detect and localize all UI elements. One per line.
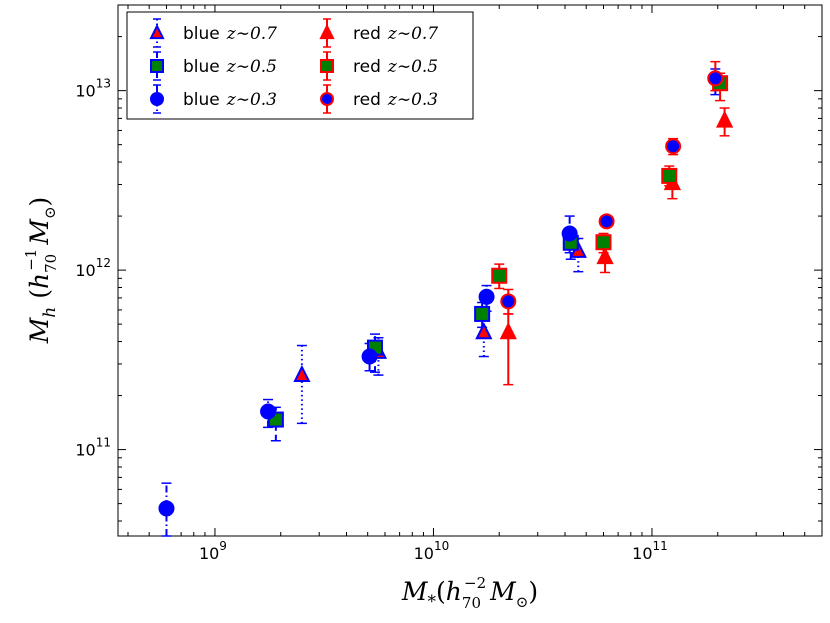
x-tick-label-0: 109 — [199, 539, 227, 563]
x-title-hsub: 70 — [462, 594, 481, 612]
point-blue-z-0-7-2 — [475, 322, 493, 340]
legend-label-red-z-0-3: red z∼0.3 — [353, 90, 438, 110]
legend-label-word: blue — [183, 90, 220, 110]
y-title-hsup: −1 — [22, 249, 40, 271]
legend-label-math: z∼0.3 — [226, 90, 277, 110]
y-axis-title: Mh(h70−1M⊙) — [22, 197, 60, 345]
y-tick-base: 10 — [75, 441, 95, 460]
y-tick-base: 10 — [75, 82, 95, 101]
markers — [158, 70, 734, 517]
x-tick-label-2: 1011 — [632, 539, 668, 563]
legend-label-math: z∼0.5 — [387, 57, 438, 77]
legend-label-math: z∼0.3 — [387, 90, 438, 110]
y-tick-label-1: 1012 — [75, 256, 111, 280]
legend-label-red-z-0-5: red z∼0.5 — [353, 57, 438, 77]
point-red-z-0-3-1 — [598, 213, 615, 230]
y-title-main: M — [25, 316, 54, 344]
point-red-z-0-3-3 — [707, 70, 724, 87]
legend-box — [126, 11, 474, 120]
x-tick-base: 10 — [199, 544, 219, 563]
point-red-z-0-7-3 — [715, 110, 734, 128]
point-red-z-0-7-0 — [499, 322, 517, 340]
y-tick-exp: 12 — [96, 256, 111, 270]
point-blue-z-0-3-0 — [158, 500, 175, 517]
legend-marker-blue-z-0-7 — [149, 23, 165, 40]
x-tick-labels: 109 1010 1011 — [199, 539, 668, 563]
legend-marker-red-z-0-5 — [320, 59, 334, 73]
y-tick-exp: 11 — [96, 436, 111, 450]
y-tick-label-0: 1011 — [75, 436, 111, 460]
legend-marker-red-z-0-7 — [319, 23, 335, 40]
legend: blue z∼0.7 blue z∼0.5 blue z∼0.3 red z∼0.7 red z∼… — [126, 11, 474, 120]
x-title-h: h — [446, 577, 462, 606]
x-title-open: ( — [436, 577, 446, 606]
x-title-sub: * — [428, 592, 437, 612]
x-axis-title: M*(h70−2 M⊙) — [401, 574, 538, 612]
x-title-hsup: −2 — [464, 574, 486, 592]
legend-marker-blue-z-0-5 — [150, 59, 164, 73]
x-title-close: ) — [528, 577, 538, 606]
y-title-hsub: 70 — [42, 254, 60, 273]
legend-label-word: red — [353, 24, 381, 44]
y-tick-exp: 13 — [96, 77, 111, 91]
x-title-msub: ⊙ — [516, 593, 529, 611]
x-tick-label-1: 1010 — [414, 539, 450, 563]
x-tick-base: 10 — [632, 544, 652, 563]
point-blue-z-0-7-0 — [293, 364, 311, 383]
point-red-z-0-3-2 — [665, 138, 682, 155]
point-red-z-0-7-1 — [596, 246, 614, 265]
y-title-m: M — [25, 218, 54, 246]
legend-label-math: z∼0.7 — [387, 24, 438, 44]
legend-label-word: blue — [183, 57, 220, 77]
x-tick-exp: 10 — [434, 539, 449, 553]
point-blue-z-0-3-2 — [361, 348, 378, 365]
point-red-z-0-5-2 — [661, 167, 678, 184]
legend-label-math: z∼0.7 — [226, 24, 277, 44]
legend-label-word: red — [353, 90, 381, 110]
legend-label-word: red — [353, 57, 381, 77]
point-red-z-0-3-0 — [500, 293, 517, 310]
y-title-close: ) — [25, 197, 54, 207]
y-tick-base: 10 — [75, 261, 95, 280]
y-title-sub: h — [40, 307, 60, 318]
y-tick-label-2: 1013 — [75, 77, 111, 101]
legend-label-math: z∼0.5 — [226, 57, 277, 77]
x-title-m: M — [489, 577, 517, 606]
x-tick-exp: 9 — [219, 539, 227, 553]
point-red-z-0-5-0 — [491, 267, 508, 284]
y-title-msub: ⊙ — [41, 206, 59, 219]
point-blue-z-0-3-1 — [260, 403, 277, 420]
legend-label-blue-z-0-3: blue z∼0.3 — [183, 90, 277, 110]
y-title-open: ( — [25, 289, 54, 299]
minor-ticks — [118, 4, 823, 536]
legend-marker-red-z-0-3 — [320, 92, 334, 106]
point-blue-z-0-5-2 — [474, 305, 491, 322]
legend-label-blue-z-0-7: blue z∼0.7 — [183, 24, 277, 44]
y-title-h: h — [25, 273, 54, 289]
x-title-main: M — [401, 577, 429, 606]
legend-label-red-z-0-7: red z∼0.7 — [353, 24, 438, 44]
point-blue-z-0-3-3 — [478, 288, 495, 305]
x-tick-base: 10 — [414, 544, 434, 563]
legend-label-word: blue — [183, 24, 220, 44]
point-red-z-0-5-1 — [595, 234, 612, 251]
point-blue-z-0-3-4 — [561, 225, 578, 242]
x-tick-exp: 11 — [653, 539, 668, 553]
legend-label-blue-z-0-5: blue z∼0.5 — [183, 57, 277, 77]
legend-marker-blue-z-0-3 — [150, 92, 164, 106]
